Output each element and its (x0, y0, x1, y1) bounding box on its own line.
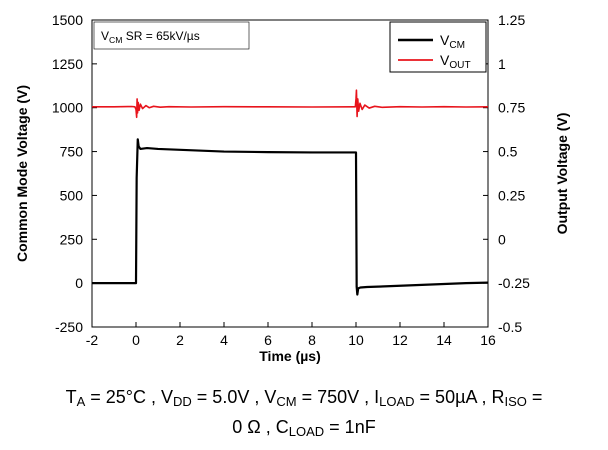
x-tick-label: 0 (132, 332, 140, 348)
y-right-tick-label: 0.25 (498, 187, 525, 203)
plot-frame (91, 19, 489, 328)
caption-fragment: = 25°C , V (85, 387, 174, 407)
y-right-tick-label: -0.25 (498, 275, 530, 291)
chart: -2 0 2 4 6 8 10 12 14 16-250025050075010001250150… (14, 12, 570, 364)
series-line-vcm (92, 138, 489, 296)
caption-fragment: A (76, 394, 86, 409)
annotation-text: VCM SR = 65kV/µs (101, 29, 200, 45)
legend-label: VCM (440, 32, 465, 51)
y-left-tick-label: 1000 (52, 100, 83, 116)
caption-fragment: = 50µA , R (414, 387, 505, 407)
series-line-vout (92, 89, 489, 119)
y-right-tick-label: 1 (498, 56, 506, 72)
y-left-axis-title: Common Mode Voltage (V) (14, 85, 30, 262)
x-tick-label: 2 (176, 332, 184, 348)
x-tick-label: 6 (264, 332, 272, 348)
y-right-tick-label: 0.5 (498, 144, 518, 160)
y-right-axis-title: Output Voltage (V) (554, 113, 570, 235)
caption-fragment: 0 Ω , C (232, 417, 289, 437)
series-layer (92, 89, 489, 296)
x-tick-label: -2 (86, 332, 99, 348)
caption-fragment: DD (173, 394, 192, 409)
y-right-tick-label: 1.25 (498, 12, 525, 28)
x-tick-label: 16 (480, 332, 496, 348)
axes: -2 0 2 4 6 8 10 12 14 16-250025050075010001250150… (14, 12, 570, 364)
caption-fragment: = (526, 387, 543, 407)
x-tick-label: 8 (308, 332, 316, 348)
y-right-tick-label: 0 (498, 231, 506, 247)
caption-fragment: ISO (504, 394, 527, 409)
y-left-tick-label: 750 (60, 144, 84, 160)
caption-fragment: LOAD (379, 394, 415, 409)
y-right-tick-label: -0.5 (498, 319, 522, 335)
caption-fragment: T (65, 387, 77, 407)
y-left-tick-label: 250 (60, 231, 84, 247)
legend-label: VOUT (440, 52, 471, 71)
x-axis-title: Time (µs) (259, 348, 321, 364)
caption-fragment: = 1nF (324, 417, 376, 437)
y-left-tick-label: -250 (55, 319, 83, 335)
y-right-tick-label: 0.75 (498, 100, 525, 116)
test-conditions-caption: TA = 25°C , VDD = 5.0V , VCM = 750V , IL… (0, 382, 608, 442)
x-tick-label: 10 (348, 332, 364, 348)
caption-fragment: = 750V , I (296, 387, 380, 407)
caption-fragment: CM (276, 394, 297, 409)
legend-box (389, 21, 487, 73)
y-left-tick-label: 500 (60, 187, 84, 203)
caption-fragment: LOAD (288, 424, 325, 439)
x-tick-label: 14 (436, 332, 452, 348)
x-tick-label: 4 (220, 332, 228, 348)
y-left-tick-label: 0 (75, 275, 83, 291)
caption-fragment: = 5.0V , V (191, 387, 277, 407)
annotation-box: VCM SR = 65kV/µs (93, 21, 250, 50)
y-left-tick-label: 1250 (52, 56, 83, 72)
y-left-tick-label: 1500 (52, 12, 83, 28)
annotation-frame (93, 21, 250, 50)
x-tick-label: 12 (392, 332, 408, 348)
